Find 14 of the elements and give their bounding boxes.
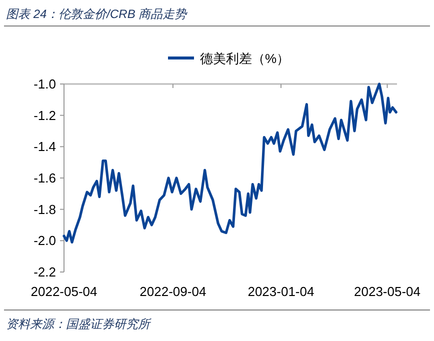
y-tick-label: -1.8	[34, 202, 56, 217]
y-tick-label: -1.2	[34, 108, 56, 123]
x-tick-label: 2023-05-04	[354, 284, 421, 299]
y-tick-label: -2.2	[34, 264, 56, 280]
x-tick-label: 2023-01-04	[248, 284, 314, 299]
y-tick-label: -1.6	[34, 170, 56, 186]
y-tick-label: -1.0	[34, 76, 56, 92]
x-tick-label: 2022-09-04	[140, 284, 206, 299]
y-tick-label: -2.0	[34, 233, 56, 248]
chart-title: 图表 24：伦敦金价/CRB 商品走势	[6, 7, 188, 21]
y-tick-label: -1.4	[34, 139, 56, 154]
x-tick-label: 2022-05-04	[30, 284, 98, 299]
text: 资料来源：国盛证券研究所	[6, 317, 152, 331]
legend-label: 德美利差（%）	[200, 51, 290, 66]
